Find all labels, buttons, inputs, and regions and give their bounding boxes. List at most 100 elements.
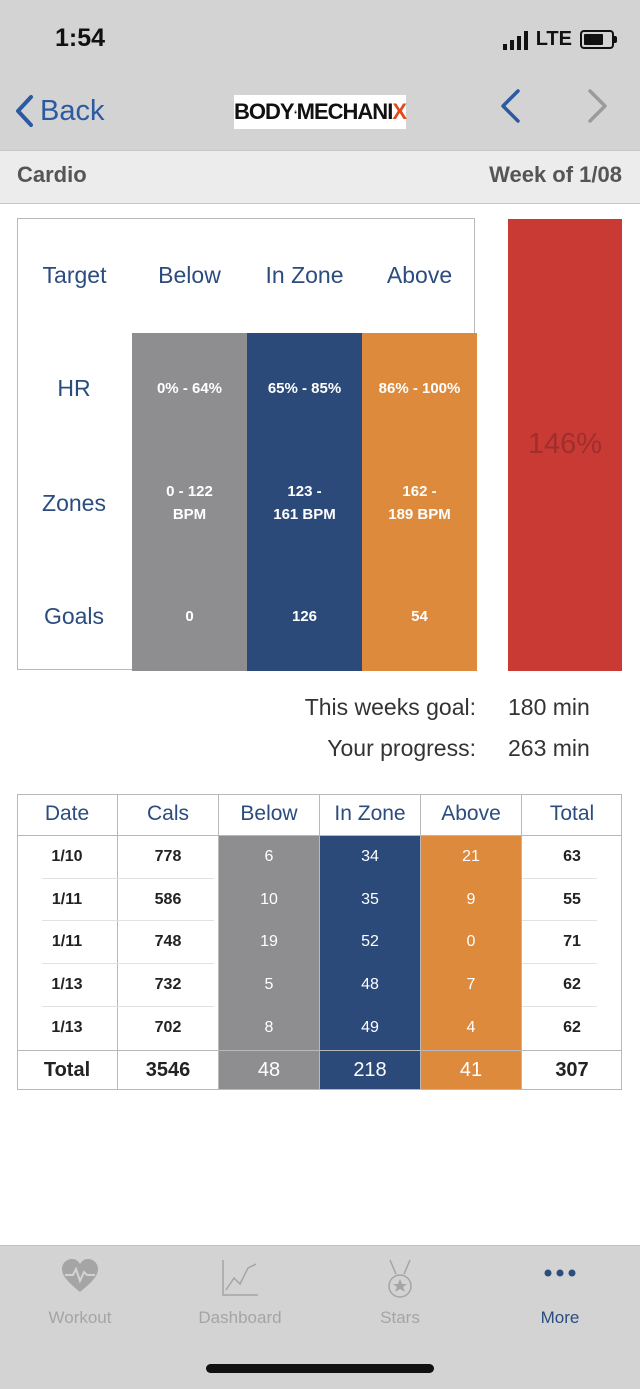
table-divider bbox=[218, 794, 219, 1090]
above-bpm-line1: 162 - bbox=[402, 483, 437, 500]
tab-more[interactable]: More bbox=[540, 1308, 580, 1327]
table-cell-cals: 586 bbox=[154, 891, 182, 908]
tab-dashboard-icon-wrap[interactable] bbox=[160, 1258, 320, 1303]
app-logo: BODY MECHANI X bbox=[234, 95, 407, 129]
header-below: Below bbox=[158, 262, 221, 288]
table-cell-date: 1/11 bbox=[51, 891, 83, 908]
table-cell-above: 0 bbox=[466, 933, 476, 950]
battery-icon bbox=[580, 30, 617, 49]
table-cell-total: 71 bbox=[563, 933, 581, 950]
network-label: LTE bbox=[535, 28, 572, 50]
table-cell-below: 8 bbox=[264, 1019, 274, 1036]
below-hr: 0% - 64% bbox=[156, 380, 223, 397]
tab-dashboard[interactable]: Dashboard bbox=[198, 1308, 282, 1327]
row-divider bbox=[42, 878, 214, 879]
row-divider bbox=[42, 920, 214, 921]
row-divider bbox=[522, 963, 597, 964]
tab-stars[interactable]: Stars bbox=[380, 1308, 420, 1327]
total-label: Total bbox=[43, 1059, 91, 1081]
above-hr: 86% - 100% bbox=[378, 380, 461, 397]
table-cell-total: 62 bbox=[563, 976, 581, 993]
below-bpm-line1: 0 - 122 bbox=[166, 483, 213, 500]
table-cell-date: 1/11 bbox=[51, 933, 83, 950]
row-label-zones: Zones bbox=[42, 490, 106, 516]
tab-more-icon-wrap[interactable] bbox=[480, 1266, 640, 1284]
progress-percent-bar bbox=[508, 219, 622, 671]
row-divider bbox=[42, 963, 214, 964]
table-divider bbox=[521, 794, 522, 1090]
table-above-band bbox=[421, 835, 521, 1090]
weekly-goal-value: 180 min bbox=[508, 694, 590, 720]
row-divider bbox=[522, 920, 597, 921]
header-target: Target bbox=[42, 262, 107, 288]
line-chart-icon bbox=[222, 1260, 258, 1296]
table-cell-above: 21 bbox=[462, 848, 480, 865]
header-in-zone: In Zone bbox=[265, 262, 344, 288]
below-bpm-line2: BPM bbox=[172, 506, 207, 523]
table-cell-total: 63 bbox=[563, 848, 581, 865]
table-cell-below: 6 bbox=[264, 848, 274, 865]
table-divider bbox=[319, 794, 320, 1090]
table-below-band bbox=[219, 835, 319, 1090]
signal-icon bbox=[502, 30, 528, 50]
previous-week-button[interactable] bbox=[498, 86, 522, 136]
total-cals: 3546 bbox=[145, 1059, 191, 1081]
back-button[interactable]: Back bbox=[14, 94, 104, 128]
row-divider bbox=[522, 878, 597, 879]
table-divider bbox=[17, 835, 622, 836]
chevron-left-icon bbox=[16, 95, 33, 127]
table-cell-cals: 748 bbox=[154, 933, 182, 950]
row-divider bbox=[522, 1006, 597, 1007]
chevron-left-icon bbox=[501, 89, 520, 123]
table-cell-cals: 732 bbox=[154, 976, 182, 993]
ellipsis-icon bbox=[544, 1269, 576, 1277]
next-week-button[interactable] bbox=[586, 86, 610, 136]
progress-label: Your progress: bbox=[327, 735, 476, 761]
table-cell-date: 1/13 bbox=[51, 1019, 83, 1036]
table-cell-total: 55 bbox=[563, 891, 581, 908]
home-indicator bbox=[206, 1364, 434, 1373]
below-goal: 0 bbox=[185, 608, 194, 625]
table-cell-date: 1/13 bbox=[51, 976, 83, 993]
in-zone-goal: 126 bbox=[291, 608, 318, 625]
back-label: Back bbox=[40, 94, 105, 127]
table-cell-in-zone: 34 bbox=[361, 848, 379, 865]
heart-icon bbox=[62, 1259, 98, 1292]
total-below: 48 bbox=[257, 1059, 281, 1081]
table-cell-cals: 778 bbox=[154, 848, 182, 865]
tab-workout-icon-wrap[interactable] bbox=[0, 1258, 160, 1299]
col-header-below: Below bbox=[240, 802, 298, 825]
col-header-total: Total bbox=[549, 802, 595, 825]
in-zone-column: 65% - 85% 123 - 161 BPM 126 bbox=[247, 333, 362, 671]
kettlebell-icon bbox=[294, 110, 297, 114]
table-cell-in-zone: 48 bbox=[361, 976, 379, 993]
total-above: 41 bbox=[459, 1059, 483, 1081]
total-minutes: 307 bbox=[555, 1059, 589, 1081]
logo-text-mechani: MECHANI bbox=[296, 99, 394, 124]
in-zone-hr: 65% - 85% bbox=[267, 380, 342, 397]
tab-workout[interactable]: Workout bbox=[48, 1308, 112, 1327]
table-cell-above: 4 bbox=[466, 1019, 476, 1036]
chevron-right-icon bbox=[588, 89, 607, 123]
table-cell-in-zone: 35 bbox=[361, 891, 379, 908]
table-divider bbox=[420, 794, 421, 1090]
weekly-goal-label: This weeks goal: bbox=[304, 694, 476, 720]
status-time: 1:54 bbox=[55, 24, 106, 52]
tab-stars-icon-wrap[interactable] bbox=[320, 1258, 480, 1305]
row-label-goals: Goals bbox=[43, 603, 105, 629]
logo-text-x: X bbox=[392, 99, 407, 124]
row-label-hr: HR bbox=[57, 375, 91, 401]
above-zone-column: 86% - 100% 162 - 189 BPM 54 bbox=[362, 333, 477, 671]
table-in-zone-band bbox=[320, 835, 420, 1090]
table-cell-below: 5 bbox=[264, 976, 274, 993]
col-header-cals: Cals bbox=[146, 802, 189, 825]
table-cell-below: 10 bbox=[260, 891, 278, 908]
section-title: Cardio bbox=[17, 162, 87, 187]
above-bpm-line2: 189 BPM bbox=[388, 506, 451, 523]
total-in-zone: 218 bbox=[353, 1059, 387, 1081]
in-zone-bpm-line1: 123 - bbox=[287, 483, 322, 500]
table-divider bbox=[117, 794, 118, 1090]
table-cell-cals: 702 bbox=[154, 1019, 182, 1036]
table-cell-above: 7 bbox=[466, 976, 476, 993]
progress-percent: 146% bbox=[527, 428, 603, 460]
